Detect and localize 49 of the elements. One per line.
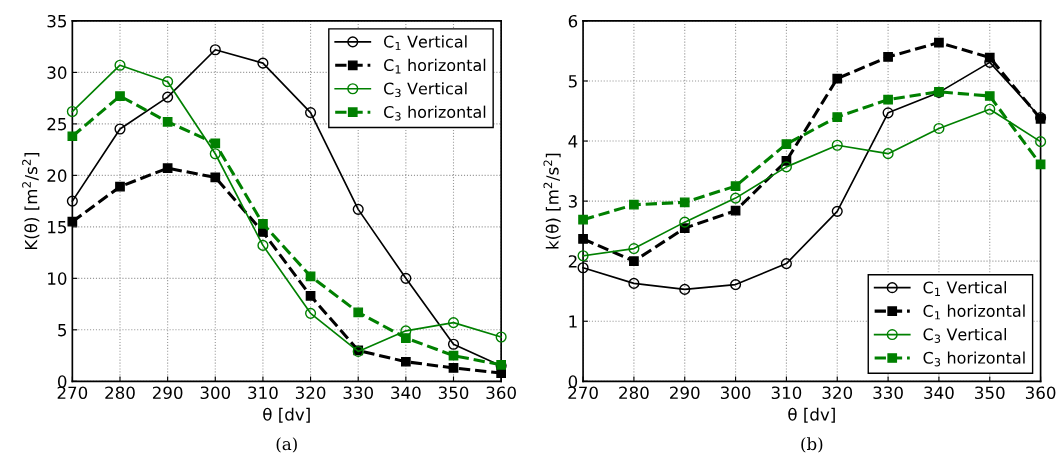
- x-tick-label: 330: [873, 386, 903, 400]
- x-tick-label: 320: [822, 386, 853, 400]
- y-tick-label: 5: [58, 324, 67, 337]
- x-tick-label: 270: [568, 386, 598, 400]
- x-tick-label: 340: [924, 386, 954, 400]
- x-tick-label: 280: [619, 386, 649, 400]
- y-tick-label: 4: [568, 135, 578, 148]
- y-tick-label: 2: [568, 255, 577, 268]
- legend-label: C$_{1}$ horizontal: [384, 58, 486, 74]
- x-tick-label: 360: [486, 386, 516, 400]
- x-tick-label: 310: [248, 386, 278, 400]
- x-tick-label: 350: [975, 386, 1005, 400]
- x-axis-title: θ [dv]: [263, 407, 310, 423]
- y-tick-label: 20: [47, 169, 67, 182]
- y-tick-label: 5: [568, 75, 577, 88]
- legend-label: C$_{1}$ Vertical: [923, 281, 1007, 296]
- legend-label: C$_{1}$ Vertical: [384, 35, 467, 51]
- x-tick-label: 300: [720, 386, 751, 400]
- y-tick-label: 15: [48, 221, 67, 234]
- x-tick-label: 290: [152, 386, 183, 400]
- text: (a): [276, 437, 297, 453]
- y-tick-label: 30: [47, 66, 67, 79]
- x-tick-label: 320: [295, 386, 326, 400]
- x-axis-title: θ [dv]: [788, 407, 835, 423]
- y-axis-title: K(θ) [m$^{2}$/s$^{2}$]: [22, 153, 40, 250]
- y-tick-label: 0: [568, 375, 578, 388]
- y-tick-label: 0: [57, 375, 67, 388]
- legend-label: C$_{3}$ horizontal: [384, 105, 486, 121]
- x-tick-label: 350: [438, 386, 469, 400]
- y-tick-label: 6: [568, 14, 578, 28]
- legend-label: C$_{3}$ Vertical: [923, 328, 1007, 343]
- x-tick-label: 310: [771, 386, 802, 400]
- legend-label: C$_{1}$ horizontal: [923, 304, 1025, 320]
- y-tick-label: 1: [569, 315, 577, 328]
- legend-label: C$_{3}$ horizontal: [923, 351, 1025, 367]
- y-tick-label: 35: [47, 14, 67, 28]
- legend-label: C$_{3}$ Vertical: [384, 82, 467, 98]
- x-tick-label: 360: [1025, 386, 1056, 400]
- x-tick-label: 330: [343, 386, 374, 400]
- x-tick-label: 280: [105, 386, 135, 400]
- text: (b): [801, 437, 823, 453]
- x-tick-label: 270: [57, 386, 88, 400]
- y-tick-label: 10: [48, 272, 67, 285]
- x-tick-label: 290: [670, 386, 700, 400]
- y-axis-title: k(θ) [m$^{2}$/s$^{2}$]: [543, 153, 561, 249]
- y-tick-label: 3: [568, 195, 577, 208]
- x-tick-label: 300: [200, 386, 231, 400]
- x-tick-label: 340: [391, 386, 421, 400]
- y-tick-label: 25: [47, 117, 67, 131]
